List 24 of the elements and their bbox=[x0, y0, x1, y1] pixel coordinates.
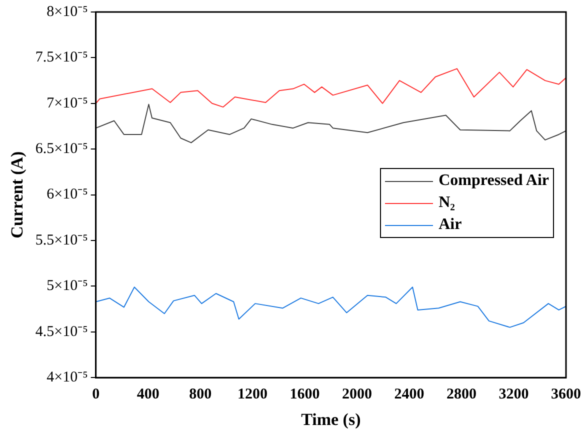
y-tick-label: 7×10⁻⁵ bbox=[46, 95, 88, 112]
y-axis-title: Current (A) bbox=[8, 151, 27, 238]
y-tick-label: 4.5×10⁻⁵ bbox=[35, 324, 88, 340]
x-tick-label: 1200 bbox=[238, 386, 268, 402]
x-tick-label: 2400 bbox=[394, 386, 424, 402]
y-tick-label: 6.5×10⁻⁵ bbox=[35, 141, 88, 158]
x-tick-label: 2000 bbox=[342, 386, 372, 402]
y-tick-label: 5.5×10⁻⁵ bbox=[35, 232, 88, 248]
x-tick-label: 1600 bbox=[290, 386, 320, 402]
x-tick-label: 800 bbox=[189, 386, 212, 402]
x-tick-label: 3600 bbox=[551, 386, 581, 402]
legend-label: Compressed Air bbox=[438, 172, 549, 190]
legend-label: Air bbox=[438, 216, 462, 234]
x-tick-label: 3200 bbox=[498, 386, 529, 402]
y-tick-label: 4×10⁻⁵ bbox=[46, 370, 88, 386]
legend-label: N₂ bbox=[438, 194, 455, 212]
y-tick-label: 7.5×10⁻⁵ bbox=[35, 50, 88, 66]
x-tick-label: 0 bbox=[92, 386, 100, 402]
x-tick-label: 400 bbox=[136, 386, 160, 402]
x-tick-label: 2800 bbox=[446, 386, 477, 402]
y-tick-label: 8×10⁻⁵ bbox=[46, 4, 88, 20]
x-axis-title: Time (s) bbox=[301, 410, 361, 430]
y-tick-label: 5×10⁻⁵ bbox=[46, 278, 88, 294]
y-tick-label: 6×10⁻⁵ bbox=[46, 186, 88, 203]
